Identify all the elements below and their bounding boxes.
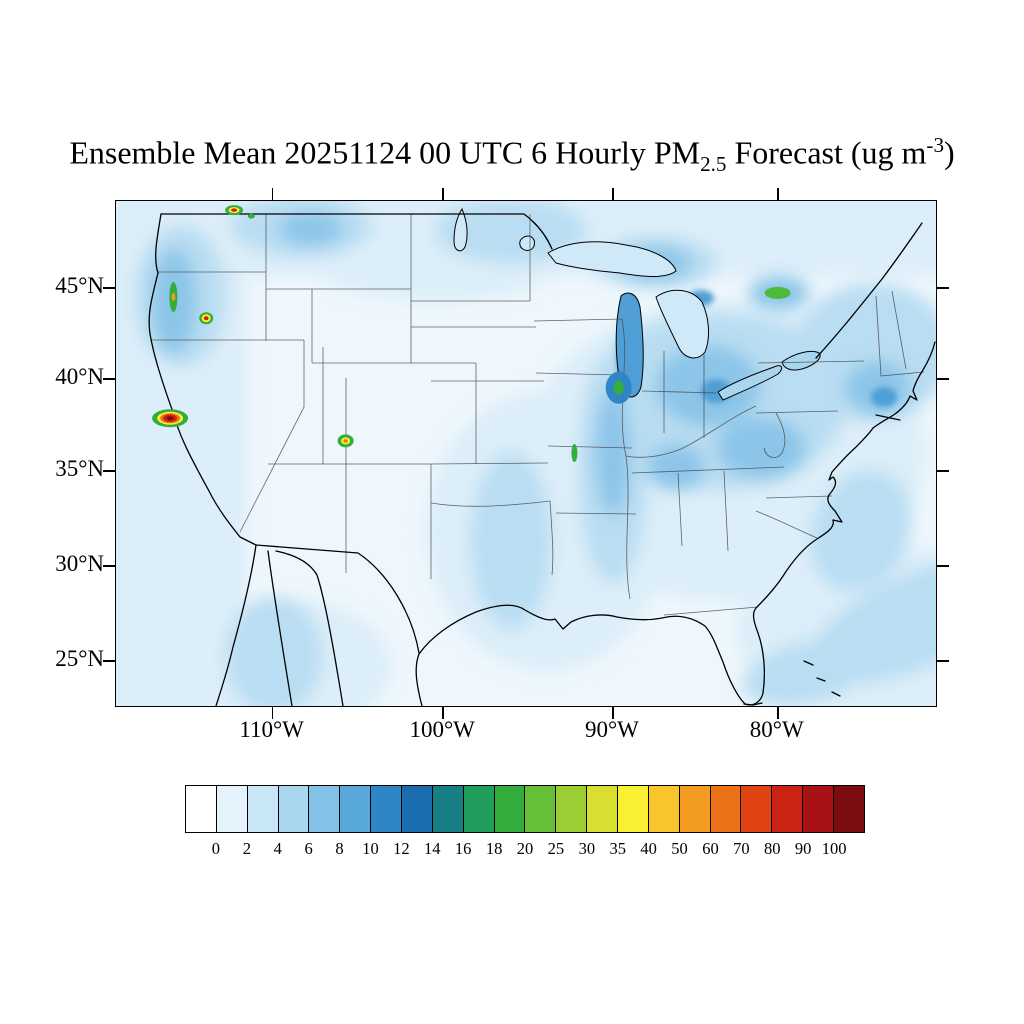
lon-tick [776, 707, 779, 719]
colorbar-cell [494, 786, 526, 832]
lon-tick [442, 707, 444, 719]
pm-hotspot [764, 286, 791, 299]
colorbar-cell [402, 786, 433, 832]
colorbar-tick-label: 35 [609, 839, 626, 858]
colorbar-tick-label: 6 [304, 839, 313, 858]
colorbar-cell [216, 786, 248, 832]
colorbar: 0 2 4 6 8 10 12 14 16 18 20 25 30 35 40 50 60 70 80 90 100 [185, 785, 865, 858]
colorbar-tick-label: 50 [671, 839, 688, 858]
lat-tick [937, 377, 949, 380]
pm-hotspot [613, 380, 624, 395]
lon-tick [271, 188, 274, 200]
colorbar-cell [648, 786, 680, 832]
title-text: Ensemble Mean 20251124 00 UTC 6 Hourly P… [69, 134, 701, 171]
colorbar-cell [618, 786, 649, 832]
forecast-map [116, 201, 936, 706]
pm-hotspot [247, 213, 255, 219]
colorbar-tick-label: 8 [335, 839, 344, 858]
lat-tick [937, 470, 949, 472]
colorbar-cell [278, 786, 310, 832]
lat-tick-label: 30°N [55, 551, 104, 577]
colorbar-tick-label: 25 [547, 839, 565, 858]
colorbar-tick-label: 60 [702, 839, 719, 858]
lat-tick-label: 35°N [55, 456, 104, 482]
colorbar-tick-label: 2 [242, 839, 251, 858]
colorbar-tick-label: 100 [821, 839, 847, 858]
lon-tick [612, 188, 614, 200]
map-frame [103, 188, 949, 719]
colorbar-cell [741, 786, 773, 832]
colorbar-cells [185, 785, 865, 833]
lon-tick-label: 100°W [409, 717, 475, 742]
pm-hotspot [171, 293, 176, 301]
colorbar-cell [371, 786, 403, 832]
colorbar-cell [587, 786, 619, 832]
lon-tick [442, 188, 444, 200]
title-subscript: 2.5 [700, 152, 727, 177]
lat-tick-label: 25°N [55, 646, 104, 672]
colorbar-cell [186, 786, 217, 832]
colorbar-cell [309, 786, 341, 832]
colorbar-tick-label: 4 [273, 839, 282, 858]
pm-hotspot [571, 444, 578, 462]
colorbar-tick-label: 80 [764, 839, 781, 858]
lat-tick [103, 660, 115, 662]
lat-tick [937, 287, 949, 289]
colorbar-cell [432, 786, 464, 832]
colorbar-tick-label: 16 [454, 839, 472, 858]
colorbar-cell [556, 786, 588, 832]
colorbar-cell [710, 786, 742, 832]
colorbar-tick-label: 18 [485, 839, 503, 858]
lat-tick-label: 45°N [55, 272, 104, 298]
lon-tick [612, 707, 614, 719]
colorbar-tick-label: 14 [424, 839, 441, 858]
colorbar-tick-label: 90 [794, 839, 812, 858]
colorbar-tick-label: 10 [362, 839, 379, 858]
lon-tick-label: 90°W [584, 717, 639, 742]
colorbar-cell [247, 786, 279, 832]
title-text: ) [944, 134, 955, 171]
lat-tick [103, 287, 115, 289]
colorbar-tick-label: 40 [640, 839, 657, 858]
colorbar-cell [525, 786, 557, 832]
colorbar-cell [772, 786, 804, 832]
title-text: Forecast (ug m [726, 134, 927, 171]
great-lakes [453, 207, 821, 401]
colorbar-cell [340, 786, 372, 832]
page-title: Ensemble Mean 20251124 00 UTC 6 Hourly P… [0, 133, 1024, 177]
lat-tick [937, 660, 949, 662]
lat-tick [103, 470, 115, 472]
pm-hotspot [343, 439, 348, 443]
colorbar-tick-label: 20 [516, 839, 534, 858]
lon-tick-label: 80°W [749, 717, 804, 742]
lon-tick [271, 707, 274, 719]
lat-tick [103, 377, 115, 380]
colorbar-cell [679, 786, 711, 832]
pm-hotspot [203, 316, 209, 321]
lon-tick-label: 110°W [239, 717, 304, 742]
colorbar-tick-label: 70 [733, 839, 750, 858]
colorbar-labels: 0 2 4 6 8 10 12 14 16 18 20 25 30 35 40 50 60 70 80 90 100 [185, 839, 865, 861]
colorbar-cell [834, 786, 864, 832]
lat-tick [937, 565, 949, 567]
colorbar-tick-label: 0 [211, 839, 221, 858]
lat-tick [103, 565, 115, 567]
pm-hotspot [231, 208, 238, 212]
lat-tick-label: 40°N [55, 363, 104, 389]
pm-hotspot [166, 416, 174, 421]
colorbar-tick-label: 30 [578, 839, 596, 858]
colorbar-cell [803, 786, 835, 832]
title-superscript: -3 [926, 133, 945, 157]
colorbar-tick-label: 12 [393, 839, 410, 858]
colorbar-cell [463, 786, 495, 832]
state-borders [151, 214, 925, 616]
coastlines [148, 213, 936, 706]
hotspots-layer [152, 205, 791, 462]
lon-tick [776, 188, 779, 200]
